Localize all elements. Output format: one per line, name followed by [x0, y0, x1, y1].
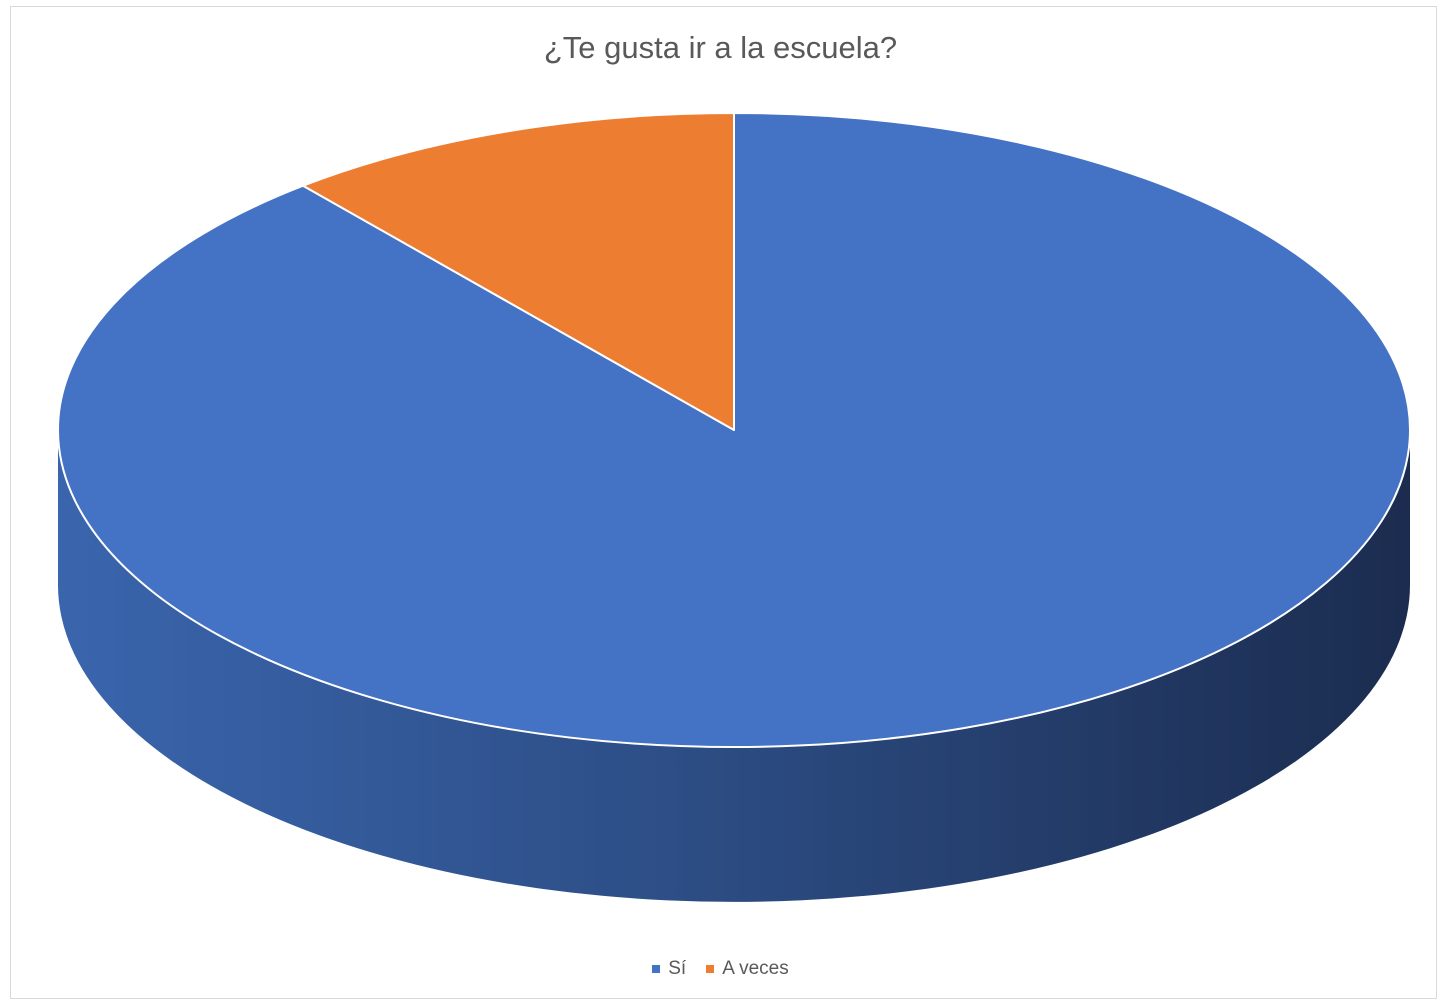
legend-swatch-si [652, 965, 661, 973]
legend-label-a-veces: A veces [722, 958, 789, 979]
legend-item: A veces [706, 958, 789, 980]
legend-label-si: Sí [668, 958, 687, 979]
pie-slice-a-veces [302, 112, 735, 431]
legend-item: Sí [652, 958, 686, 980]
legend-swatch-a-veces [706, 965, 715, 973]
legend: Sí A veces [0, 958, 1441, 980]
chart-title: ¿Te gusta ir a la escuela? [543, 30, 898, 65]
pie-side-wall [58, 430, 1410, 902]
